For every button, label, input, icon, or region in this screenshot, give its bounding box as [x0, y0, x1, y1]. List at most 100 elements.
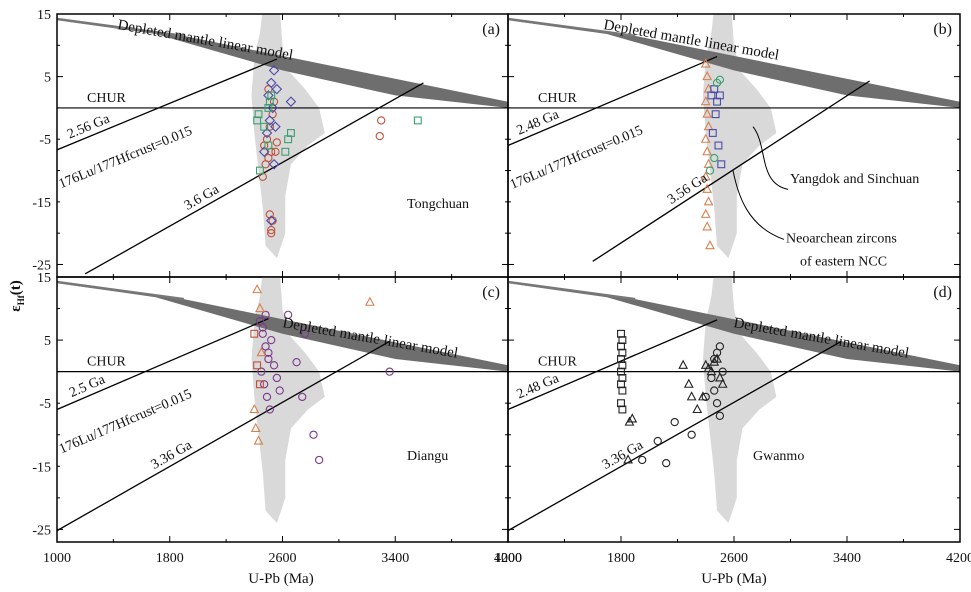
point-circle: [385, 367, 394, 376]
point-circle: [260, 380, 269, 389]
point-triangle: [250, 422, 261, 432]
panel-label: (a): [482, 21, 500, 38]
point-circle: [309, 430, 318, 439]
point-triangle: [702, 146, 713, 156]
point-circle: [715, 411, 725, 420]
reference-line-label-2: 3.6 Ga: [182, 182, 223, 214]
point-circle: [670, 417, 679, 427]
depleted-mantle-upper-line: [57, 280, 185, 301]
shared-axes: εHf(t) U-Pb (Ma) U-Pb (Ma): [8, 280, 767, 587]
point-circle: [638, 455, 647, 465]
reference-line-2: [592, 80, 870, 262]
point-square: [260, 122, 269, 131]
panel-label: (b): [933, 21, 952, 38]
point-circle: [258, 329, 267, 338]
y-tick-label: -25: [32, 258, 51, 273]
point-diamond: [264, 115, 276, 126]
point-triangle: [256, 347, 267, 357]
reference-line-1: [57, 318, 269, 411]
panel-plot-area: [57, 266, 508, 532]
point-triangle: [255, 266, 263, 274]
annotation-field-line2: of eastern NCC: [800, 255, 887, 270]
y-tick-label: -5: [39, 397, 51, 412]
y-axis-label-main: ε: [8, 305, 24, 312]
point-triangle: [700, 133, 711, 143]
point-circle: [710, 386, 719, 395]
annotation-field-line1: Neoarchean zircons: [786, 232, 897, 247]
point-triangle: [705, 240, 715, 250]
site-label: Diangu: [407, 449, 448, 464]
point-circle: [710, 354, 719, 364]
point-circle: [267, 225, 276, 235]
point-circle: [283, 310, 293, 320]
point-square: [281, 147, 290, 156]
reference-line-2: [508, 340, 842, 532]
point-circle: [265, 405, 274, 414]
point-circle: [258, 323, 267, 332]
x-axis-label-right: U-Pb (Ma): [701, 571, 766, 587]
point-triangle: [702, 70, 713, 81]
point-circle: [718, 367, 727, 376]
x-axis-label-left: U-Pb (Ma): [248, 571, 313, 587]
y-tick-label: -25: [32, 523, 51, 538]
point-circle: [265, 122, 274, 131]
depleted-mantle-upper-line: [508, 17, 636, 38]
reference-line-label-1: 2.56 Ga: [65, 111, 112, 142]
point-square: [250, 329, 259, 338]
reference-line-1: [508, 55, 718, 147]
x-tick-label: 1800: [156, 551, 184, 566]
point-diamond: [285, 96, 297, 107]
point-square: [714, 141, 723, 150]
point-triangle: [255, 302, 265, 313]
x-tick-label: 2600: [269, 551, 297, 566]
point-triangle: [678, 359, 689, 369]
point-circle: [298, 392, 307, 402]
reference-line-1: [508, 319, 718, 411]
depleted-mantle-upper-line: [508, 280, 636, 301]
point-triangle: [692, 403, 703, 414]
point-triangle: [253, 435, 264, 445]
point-circle: [707, 373, 716, 383]
point-triangle: [717, 378, 728, 388]
point-triangle: [702, 221, 713, 231]
point-circle: [705, 166, 715, 175]
panel-plot-area: [508, 277, 960, 532]
y-tick-label: 5: [44, 334, 51, 349]
point-triangle: [623, 454, 633, 464]
point-square: [287, 129, 295, 137]
x-tick-label: 1000: [494, 551, 522, 566]
point-triangle: [714, 372, 725, 382]
point-square: [254, 110, 263, 119]
reference-line-label-2: 3.36 Ga: [600, 437, 647, 472]
point-square: [253, 361, 262, 370]
depleted-mantle-upper-line: [57, 17, 185, 38]
point-circle: [271, 147, 280, 156]
point-diamond: [258, 146, 270, 158]
point-circle: [262, 392, 272, 402]
point-triangle: [709, 356, 720, 366]
y-tick-label: 15: [37, 271, 51, 286]
x-tick-label: 2600: [720, 551, 748, 566]
point-circle: [377, 116, 386, 125]
point-circle: [701, 392, 710, 402]
point-diamond: [270, 121, 281, 132]
depleted-mantle-band: [508, 20, 960, 108]
point-triangle: [700, 208, 711, 218]
point-square: [255, 166, 264, 175]
reference-line-label-1: 2.48 Ga: [515, 371, 562, 403]
y-tick-label: -15: [32, 460, 51, 475]
chur-label: CHUR: [87, 355, 127, 370]
point-diamond: [263, 90, 274, 101]
depleted-mantle-band: [57, 20, 508, 108]
chur-label: CHUR: [87, 91, 127, 106]
reference-line-label-1: 2.48 Ga: [515, 107, 562, 138]
point-diamond: [261, 127, 273, 139]
point-circle: [712, 399, 722, 408]
point-square: [413, 116, 422, 125]
point-diamond: [268, 65, 280, 76]
point-circle: [272, 138, 282, 147]
point-square: [618, 386, 627, 395]
point-diamond: [271, 83, 283, 95]
point-triangle: [683, 378, 694, 388]
